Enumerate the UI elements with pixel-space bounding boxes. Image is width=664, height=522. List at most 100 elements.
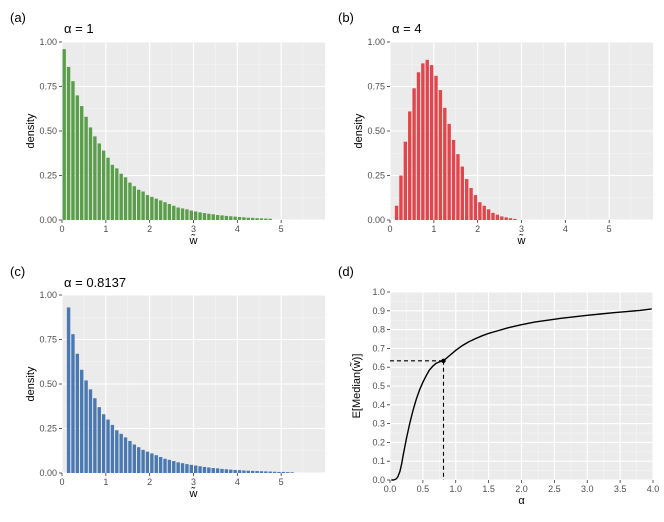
x-tick-label: 1: [103, 477, 108, 487]
bar: [434, 75, 438, 220]
bar: [198, 212, 202, 220]
bar: [211, 468, 215, 473]
y-axis-title: density: [353, 113, 365, 148]
bar: [207, 467, 211, 473]
y-tick-label: 1.00: [39, 37, 57, 47]
y-tick-label: 0.50: [39, 126, 57, 136]
bar: [137, 189, 141, 220]
bar: [469, 187, 473, 220]
bar: [132, 444, 137, 473]
y-tick-label: 0.0: [372, 475, 385, 485]
bar: [194, 465, 198, 473]
x-axis-title: w̃: [517, 234, 526, 247]
bar: [106, 157, 110, 220]
bar: [286, 472, 290, 473]
y-tick-label: 0.25: [39, 171, 57, 181]
x-tick-label: 3.5: [614, 484, 627, 494]
bar: [172, 205, 176, 220]
x-axis-title: w̃: [189, 487, 198, 500]
bar: [491, 212, 495, 220]
bar: [84, 116, 88, 220]
bar: [132, 186, 137, 220]
bar: [176, 462, 180, 473]
bar: [394, 205, 399, 220]
bar: [97, 407, 101, 473]
x-axis-title: w̃: [189, 234, 198, 247]
bar: [110, 164, 115, 220]
bar: [233, 216, 237, 220]
bar: [150, 453, 154, 473]
bar: [242, 217, 246, 220]
bar: [504, 217, 508, 220]
bar: [115, 168, 119, 220]
bar: [123, 437, 128, 473]
bar: [478, 202, 482, 220]
panel-tag: (c): [10, 264, 25, 279]
y-tick-label: 0.00: [39, 215, 57, 225]
bar: [180, 463, 185, 473]
y-tick-label: 0.8: [372, 325, 385, 335]
bar: [66, 66, 71, 220]
x-tick-label: 0: [59, 477, 64, 487]
y-axis-title: E[Median(w̃)]: [350, 354, 363, 419]
bar: [403, 141, 408, 220]
bar: [220, 215, 224, 220]
bar: [255, 471, 259, 473]
panel-1: (a) α = 1 0.00 0.25 0.50 0.75 1.00 0 1 2 3 4 5 w̃ dens…: [10, 10, 325, 247]
x-tick-label: 1: [103, 224, 108, 234]
bar: [237, 216, 242, 220]
bar: [408, 111, 412, 220]
x-tick-label: 2.5: [548, 484, 561, 494]
bar: [154, 198, 158, 220]
bar: [438, 90, 443, 220]
bar: [163, 202, 167, 220]
bar: [110, 424, 115, 473]
x-tick-label: 5: [279, 477, 284, 487]
bar: [176, 207, 180, 220]
bar: [194, 211, 198, 220]
bar: [264, 471, 268, 473]
bar: [88, 127, 93, 220]
bar: [189, 210, 193, 220]
bar: [145, 195, 150, 220]
x-tick-label: 4: [563, 224, 568, 234]
bar: [508, 218, 513, 220]
panel-4: (d) 0.0 0.1 0.2 0.3 0.4 0.5 0.6 0.7 0.8 0.9 1.0 0.0 0…: [338, 264, 659, 507]
x-tick-label: 1.0: [449, 484, 462, 494]
y-tick-label: 0.3: [372, 419, 385, 429]
bar: [93, 136, 97, 220]
x-tick-label: 5: [607, 224, 612, 234]
bar: [447, 123, 451, 220]
x-tick-label: 4: [235, 224, 240, 234]
bar: [150, 196, 154, 220]
bar: [141, 449, 145, 473]
bar: [246, 217, 250, 220]
bar: [429, 65, 434, 220]
bar: [97, 143, 101, 220]
bar: [141, 191, 145, 220]
x-tick-label: 1: [431, 224, 436, 234]
bar: [167, 203, 172, 220]
bar: [71, 81, 75, 220]
bar: [202, 466, 207, 473]
y-tick-label: 0.25: [39, 424, 57, 434]
y-tick-label: 0.50: [367, 126, 385, 136]
y-tick-label: 0.25: [367, 171, 385, 181]
panel-2: (b) α = 4 0.00 0.25 0.50 0.75 1.00 0 1 2 3 4 5 w̃ dens…: [338, 10, 653, 247]
bar: [237, 470, 242, 473]
bar: [255, 218, 259, 220]
x-tick-label: 3: [191, 477, 196, 487]
bar: [202, 213, 207, 220]
panel-3: (c) α = 0.8137 0.00 0.25 0.50 0.75 1.00 0 1 2 3 4 5 w…: [10, 264, 325, 500]
y-tick-label: 1.0: [372, 287, 385, 297]
bar: [215, 468, 220, 473]
bar: [180, 208, 185, 220]
bar: [229, 469, 233, 473]
y-axis-title: density: [25, 113, 37, 148]
bar: [158, 456, 163, 473]
panel-title: α = 1: [64, 21, 94, 36]
x-tick-label: 0: [387, 224, 392, 234]
bar: [486, 209, 491, 220]
